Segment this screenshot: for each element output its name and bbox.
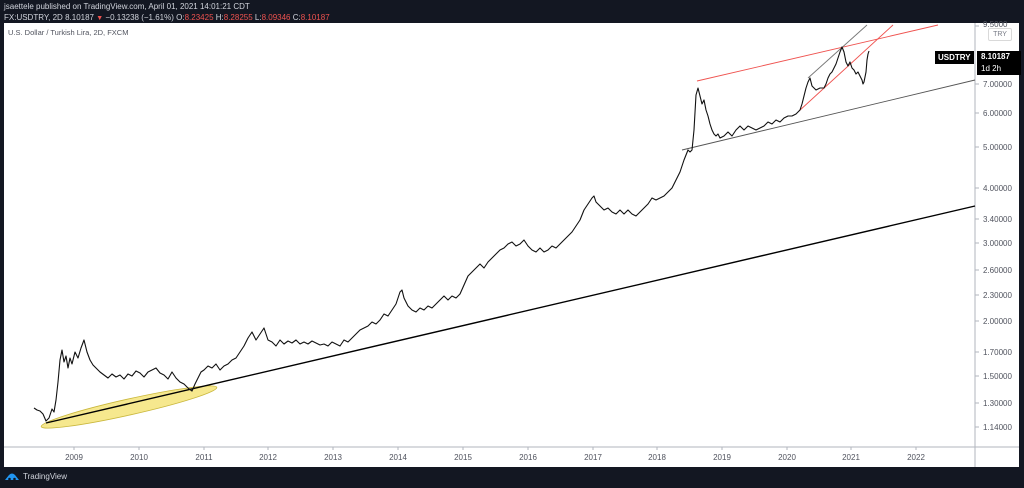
rising-red-trendline[interactable]: [798, 24, 894, 112]
y-tick-label: 2.00000: [983, 317, 1012, 326]
y-tick-label: 1.14000: [983, 423, 1012, 432]
price-axis[interactable]: 7.00000 6.00000 5.00000 4.00000 3.40000 …: [975, 20, 1012, 432]
x-tick-label: 2009: [65, 453, 83, 462]
footer-branding[interactable]: TradingView: [4, 472, 67, 481]
x-tick-label: 2017: [584, 453, 602, 462]
x-tick-label: 2012: [259, 453, 277, 462]
last-price: 8.10187: [65, 13, 94, 22]
x-tick-label: 2011: [195, 453, 213, 462]
x-tick-label: 2022: [907, 453, 925, 462]
tradingview-brand: TradingView: [23, 472, 68, 481]
low-label: L:: [254, 13, 262, 22]
x-tick-label: 2010: [130, 453, 148, 462]
last-price-tag: 8.10187 1d 2h: [977, 51, 1021, 75]
close-value: 8.10187: [300, 13, 330, 22]
chart-symbol-title: U.S. Dollar / Turkish Lira, 2D, FXCM: [8, 28, 129, 37]
symbol-ohlc-line: FX:USDTRY, 2D 8.10187 ▼ −0.13238 (−1.61%…: [4, 12, 330, 24]
down-arrow-icon: ▼: [96, 15, 104, 22]
upper-red-channel-line[interactable]: [696, 24, 939, 82]
currency-badge[interactable]: TRY: [988, 28, 1012, 41]
x-tick-label: 2021: [842, 453, 860, 462]
y-tick-label: 5.00000: [983, 143, 1012, 152]
price-change: −0.13238 (−1.61%): [105, 13, 174, 22]
low-value: 8.09346: [261, 13, 291, 22]
y-tick-label: 1.70000: [983, 348, 1012, 357]
y-tick-label: 1.30000: [983, 399, 1012, 408]
y-tick-label: 2.30000: [983, 291, 1012, 300]
lower-channel-line[interactable]: [681, 79, 976, 151]
x-tick-label: 2015: [454, 453, 472, 462]
publication-header: jsaettele published on TradingView.com, …: [4, 1, 330, 24]
symbol-tag: USDTRY: [935, 51, 974, 64]
x-tick-label: 2018: [648, 453, 666, 462]
bar-countdown: 1d 2h: [981, 64, 1002, 73]
y-tick-label: 7.00000: [983, 80, 1012, 89]
high-label: H:: [215, 13, 224, 22]
y-tick-label: 3.40000: [983, 215, 1012, 224]
x-tick-label: 2016: [519, 453, 537, 462]
long-term-support-line[interactable]: [45, 205, 976, 424]
x-tick-label: 2014: [389, 453, 407, 462]
open-label: O:: [176, 13, 185, 22]
y-tick-label: 1.50000: [983, 372, 1012, 381]
rising-grey-trendline[interactable]: [807, 24, 868, 79]
price-line-series[interactable]: [33, 46, 870, 422]
tradingview-logo-icon: [5, 473, 19, 481]
y-tick-label: 3.00000: [983, 239, 1012, 248]
high-value: 8.28255: [223, 13, 253, 22]
highlight-ellipse[interactable]: [39, 380, 218, 435]
x-tick-label: 2013: [324, 453, 342, 462]
y-tick-label: 2.60000: [983, 266, 1012, 275]
y-tick-label: 6.00000: [983, 109, 1012, 118]
y-tick-label: 4.00000: [983, 184, 1012, 193]
publisher-line: jsaettele published on TradingView.com, …: [4, 2, 250, 11]
close-label: C:: [292, 13, 301, 22]
y-tick-label-partial: 9.5000: [983, 20, 1008, 29]
x-tick-label: 2020: [778, 453, 796, 462]
x-tick-label: 2019: [713, 453, 731, 462]
last-price-value: 8.10187: [981, 52, 1010, 61]
symbol-interval: FX:USDTRY, 2D: [4, 13, 63, 22]
open-value: 8.23425: [184, 13, 214, 22]
time-axis[interactable]: 2009 2010 2011 2012 2013 2014 2015 2016 …: [65, 447, 925, 462]
